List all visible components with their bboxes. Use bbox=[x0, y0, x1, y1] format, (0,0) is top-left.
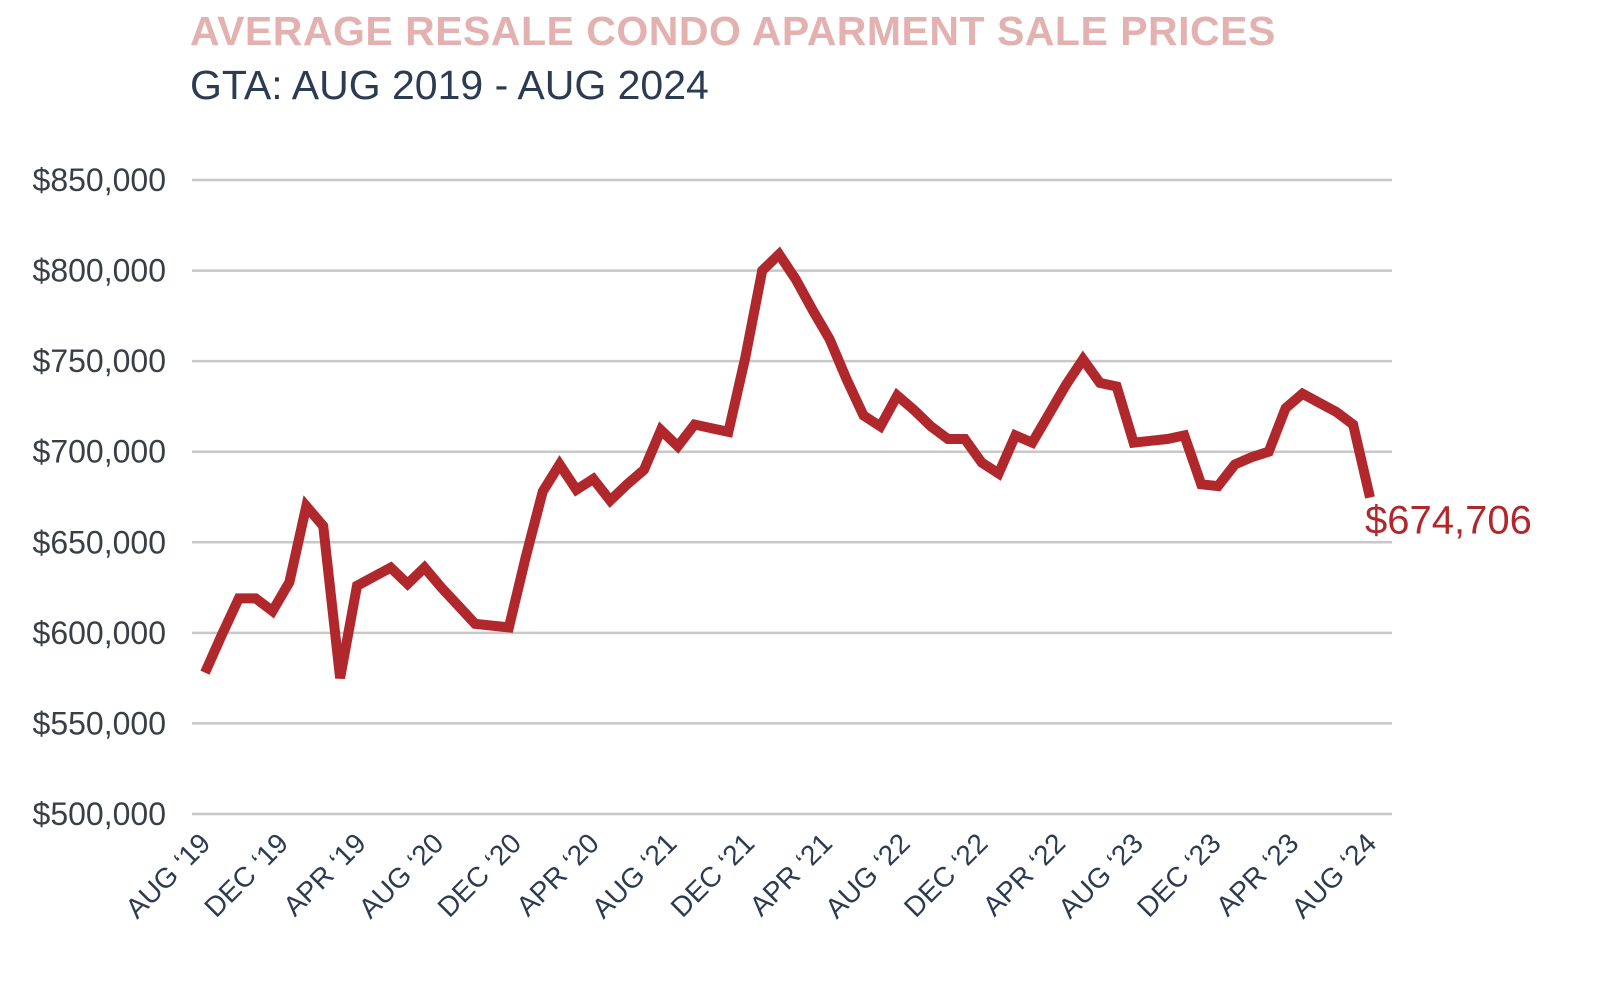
data-point bbox=[490, 624, 494, 628]
data-point bbox=[287, 580, 291, 584]
data-point bbox=[642, 468, 646, 472]
data-point bbox=[271, 609, 275, 613]
data-point bbox=[254, 596, 258, 600]
data-point bbox=[591, 477, 595, 481]
data-point bbox=[1047, 412, 1051, 416]
data-point bbox=[676, 444, 680, 448]
data-point bbox=[828, 337, 832, 341]
data-point bbox=[946, 437, 950, 441]
data-point bbox=[1233, 462, 1237, 466]
data-point bbox=[659, 428, 663, 432]
data-point bbox=[558, 462, 562, 466]
data-point bbox=[355, 584, 359, 588]
data-point bbox=[1030, 441, 1034, 445]
data-point bbox=[1098, 381, 1102, 385]
end-label-layer: $674,706 bbox=[1365, 499, 1532, 543]
y-tick-label: $700,000 bbox=[33, 434, 166, 470]
x-tick-label: DEC ‘20 bbox=[432, 827, 528, 923]
data-point bbox=[997, 472, 1001, 476]
data-point bbox=[777, 252, 781, 256]
data-point bbox=[811, 308, 815, 312]
y-tick-label: $800,000 bbox=[33, 253, 166, 289]
data-point bbox=[845, 377, 849, 381]
data-point bbox=[1013, 433, 1017, 437]
data-point bbox=[1317, 401, 1321, 405]
y-tick-label: $600,000 bbox=[33, 615, 166, 651]
data-point bbox=[507, 625, 511, 629]
y-tick-label: $850,000 bbox=[33, 162, 166, 198]
data-point bbox=[1081, 357, 1085, 361]
x-tick-label: AUG ‘23 bbox=[1052, 827, 1149, 924]
data-point bbox=[693, 423, 697, 427]
x-tick-label: AUG ‘20 bbox=[353, 827, 450, 924]
chart-subtitle: GTA: AUG 2019 - AUG 2024 bbox=[190, 62, 709, 108]
data-point bbox=[743, 356, 747, 360]
series-line bbox=[200, 246, 1375, 680]
data-point bbox=[726, 430, 730, 434]
x-tick-label: AUG ‘21 bbox=[586, 827, 683, 924]
x-tick-label: DEC ‘21 bbox=[665, 827, 761, 923]
data-point bbox=[1165, 437, 1169, 441]
data-point bbox=[473, 622, 477, 626]
data-point bbox=[1351, 423, 1355, 427]
x-tick-label: AUG ‘24 bbox=[1285, 827, 1382, 924]
data-point bbox=[980, 461, 984, 465]
data-point bbox=[625, 482, 629, 486]
data-point bbox=[1284, 406, 1288, 410]
data-point bbox=[321, 524, 325, 528]
series-layer bbox=[200, 246, 1375, 680]
data-point bbox=[406, 582, 410, 586]
data-point bbox=[710, 426, 714, 430]
data-point bbox=[912, 408, 916, 412]
y-axis-ticks: $500,000 $550,000 $600,000 $650,000 $700,000… bbox=[33, 162, 166, 832]
y-tick-label: $750,000 bbox=[33, 343, 166, 379]
y-tick-label: $550,000 bbox=[33, 705, 166, 741]
data-point bbox=[878, 424, 882, 428]
data-point bbox=[1301, 392, 1305, 396]
end-value-label: $674,706 bbox=[1365, 499, 1532, 543]
data-point bbox=[1216, 484, 1220, 488]
data-point bbox=[1250, 455, 1254, 459]
x-tick-label: AUG ‘19 bbox=[119, 827, 216, 924]
data-point bbox=[203, 671, 207, 675]
data-point bbox=[423, 566, 427, 570]
y-tick-label: $650,000 bbox=[33, 524, 166, 560]
chart-title: AVERAGE RESALE CONDO APARMENT SALE PRICE… bbox=[190, 8, 1276, 54]
data-point bbox=[372, 575, 376, 579]
data-point bbox=[760, 269, 764, 273]
y-tick-label: $500,000 bbox=[33, 796, 166, 832]
data-point bbox=[1149, 439, 1153, 443]
data-point bbox=[895, 394, 899, 398]
data-point bbox=[541, 490, 545, 494]
data-point bbox=[1115, 385, 1119, 389]
data-point bbox=[1132, 441, 1136, 445]
x-tick-label: AUG ‘22 bbox=[819, 827, 916, 924]
data-point bbox=[794, 278, 798, 282]
data-point bbox=[389, 566, 393, 570]
data-point bbox=[574, 488, 578, 492]
data-point bbox=[862, 414, 866, 418]
data-point bbox=[237, 596, 241, 600]
x-tick-label: DEC ‘23 bbox=[1131, 827, 1227, 923]
data-point bbox=[963, 437, 967, 441]
data-point bbox=[1267, 450, 1271, 454]
data-point bbox=[524, 555, 528, 559]
data-point bbox=[456, 604, 460, 608]
x-tick-label: DEC ‘19 bbox=[198, 827, 294, 923]
x-tick-label: DEC ‘22 bbox=[898, 827, 994, 923]
data-point bbox=[338, 676, 342, 680]
data-point bbox=[1182, 433, 1186, 437]
data-point bbox=[220, 633, 224, 637]
data-point bbox=[439, 586, 443, 590]
data-point bbox=[929, 424, 933, 428]
data-point bbox=[1199, 482, 1203, 486]
data-point bbox=[1064, 383, 1068, 387]
data-point bbox=[304, 504, 308, 508]
data-point bbox=[1334, 410, 1338, 414]
data-point bbox=[608, 499, 612, 503]
